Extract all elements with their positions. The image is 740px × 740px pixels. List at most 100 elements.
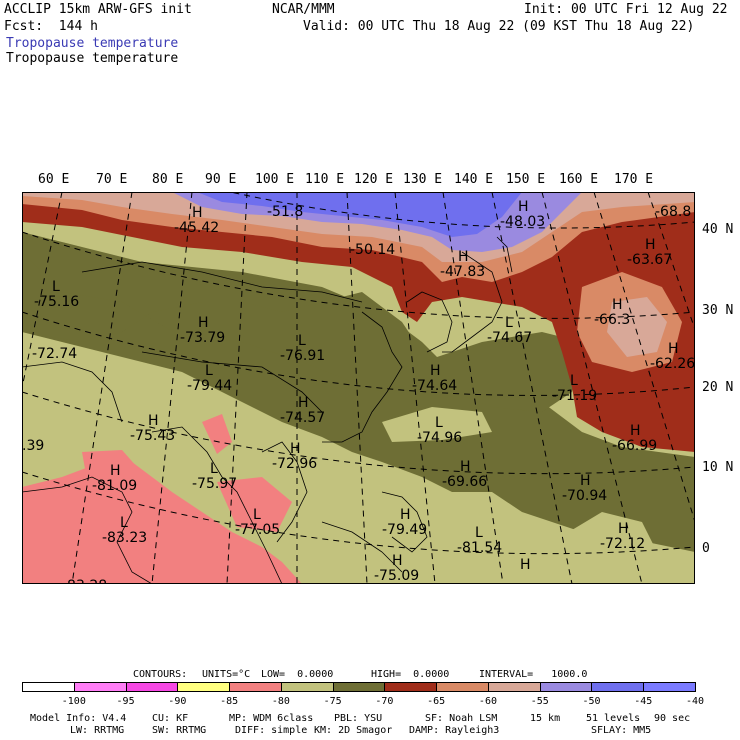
low-marker: L <box>120 515 128 531</box>
lon-label: 60 E <box>38 172 70 187</box>
colorbar-label: -65 <box>427 696 446 707</box>
extremum-value: -75.43 <box>130 428 175 444</box>
shade-light-green <box>382 407 492 442</box>
extremum-value: -68.8 <box>655 204 691 220</box>
high-marker: H <box>400 507 411 523</box>
colorbar-label: -90 <box>168 696 187 707</box>
footer-item: KM: 2D Smagor <box>314 725 393 736</box>
footer-item: CU: KF <box>152 713 189 724</box>
shade-light-pink <box>607 297 667 357</box>
low-marker: L <box>205 363 213 379</box>
lon-label: 110 E <box>305 172 345 187</box>
footer-item: 90 sec <box>654 713 691 724</box>
high-marker: H <box>430 363 441 379</box>
low-marker: L <box>505 315 513 331</box>
extremum-value: -69.66 <box>442 474 487 490</box>
colorbar-swatch <box>22 682 75 692</box>
high-marker: H <box>630 423 641 439</box>
extremum-value: -51.8 <box>267 204 303 220</box>
high-marker: H <box>612 297 623 313</box>
init-time: Init: 00 UTC Fri 12 Aug 22 <box>524 2 728 17</box>
colorbar-label: -70 <box>375 696 394 707</box>
footer-item: DIFF: simple <box>235 725 308 736</box>
extremum-value: -76.91 <box>280 348 325 364</box>
footer-item: 15 km <box>530 713 561 724</box>
colorbar-label: -55 <box>530 696 549 707</box>
low-marker: L <box>475 525 483 541</box>
colorbar-swatch <box>487 682 541 692</box>
extremum-value: -66.99 <box>612 438 657 454</box>
colorbar-swatch <box>539 682 593 692</box>
high-marker: H <box>460 459 471 475</box>
extremum-value: -81.54 <box>457 540 502 556</box>
high-marker: H <box>645 237 656 253</box>
high-marker: H <box>458 249 469 265</box>
extremum-value: -72.96 <box>272 456 317 472</box>
lat-label: 30 N <box>702 303 734 318</box>
colorbar-swatch <box>177 682 231 692</box>
lat-label: 0 <box>702 541 710 556</box>
lon-label: 120 E <box>354 172 394 187</box>
extremum-value: -66.3 <box>594 312 630 328</box>
low-label: LOW= 0.0000 <box>261 669 334 680</box>
colorbar-label: -80 <box>271 696 290 707</box>
high-marker: H <box>668 341 679 357</box>
low-marker: L <box>52 279 60 295</box>
extremum-value: -62.26 <box>650 356 695 372</box>
extremum-value: -72.12 <box>600 536 645 552</box>
model-title: ACCLIP 15km ARW-GFS init <box>4 2 192 17</box>
colorbar-label: -45 <box>634 696 653 707</box>
extremum-value: -74.67 <box>487 330 532 346</box>
footer-item: DAMP: Rayleigh3 <box>409 725 500 736</box>
footer-item: SFLAY: MM5 <box>591 725 652 736</box>
extremum-value: -77.28 <box>232 582 277 584</box>
shade-pink <box>22 462 302 584</box>
high-marker: H <box>198 315 209 331</box>
extremum-value: -75.16 <box>34 294 79 310</box>
high-marker: H <box>392 553 403 569</box>
shade-pink <box>202 414 232 454</box>
extremum-value: -71.19 <box>552 388 597 404</box>
extremum-value: -75.09 <box>374 568 419 584</box>
footer-item: 51 levels <box>586 713 641 724</box>
lon-label: 170 E <box>614 172 654 187</box>
extremum-value: -50.14 <box>350 242 395 258</box>
extremum-value: -48.03 <box>500 214 545 230</box>
footer-item: LW: RRTMG <box>70 725 125 736</box>
extremum-value: -83.28 <box>62 578 107 584</box>
lon-label: 90 E <box>205 172 237 187</box>
high-marker: H <box>580 473 591 489</box>
shade-blue <box>197 192 522 237</box>
lon-label: 130 E <box>403 172 443 187</box>
colorbar-label: -60 <box>478 696 497 707</box>
colorbar-swatch <box>332 682 386 692</box>
shade-dark-green <box>422 332 582 412</box>
extremum-value: -79.44 <box>187 378 232 394</box>
lon-label: 100 E <box>255 172 295 187</box>
colorbar-swatch <box>229 682 282 692</box>
colorbar-label: -40 <box>686 696 705 707</box>
extremum-value: -83.23 <box>102 530 147 546</box>
colorbar-swatch <box>436 682 489 692</box>
extremum-value: -45.42 <box>174 220 219 236</box>
high-marker: H <box>298 395 309 411</box>
extremum-value: -70.94 <box>562 488 607 504</box>
footer-item: SF: Noah LSM <box>425 713 498 724</box>
lon-label: 80 E <box>152 172 184 187</box>
extremum-value: -77.05 <box>235 522 280 538</box>
low-marker: L <box>210 461 218 477</box>
field-title-blue: Tropopause temperature <box>6 36 179 51</box>
extremum-value: -75.97 <box>192 476 237 492</box>
high-marker: H <box>618 521 629 537</box>
colorbar-label: -95 <box>116 696 135 707</box>
lat-label: 10 N <box>702 460 734 475</box>
colorbar-label: -100 <box>61 696 86 707</box>
colorbar-swatch <box>73 682 127 692</box>
extremum-value: -47.83 <box>440 264 485 280</box>
field-title-black: Tropopause temperature <box>6 51 179 66</box>
colorbar-label: -85 <box>220 696 239 707</box>
extremum-value: -72.74 <box>32 346 77 362</box>
high-marker: H <box>290 441 301 457</box>
colorbar-swatch <box>280 682 334 692</box>
tropopause-temperature-map: H-45.42-51.8-50.14H-48.03-68.8H-47.83H-6… <box>22 192 695 584</box>
